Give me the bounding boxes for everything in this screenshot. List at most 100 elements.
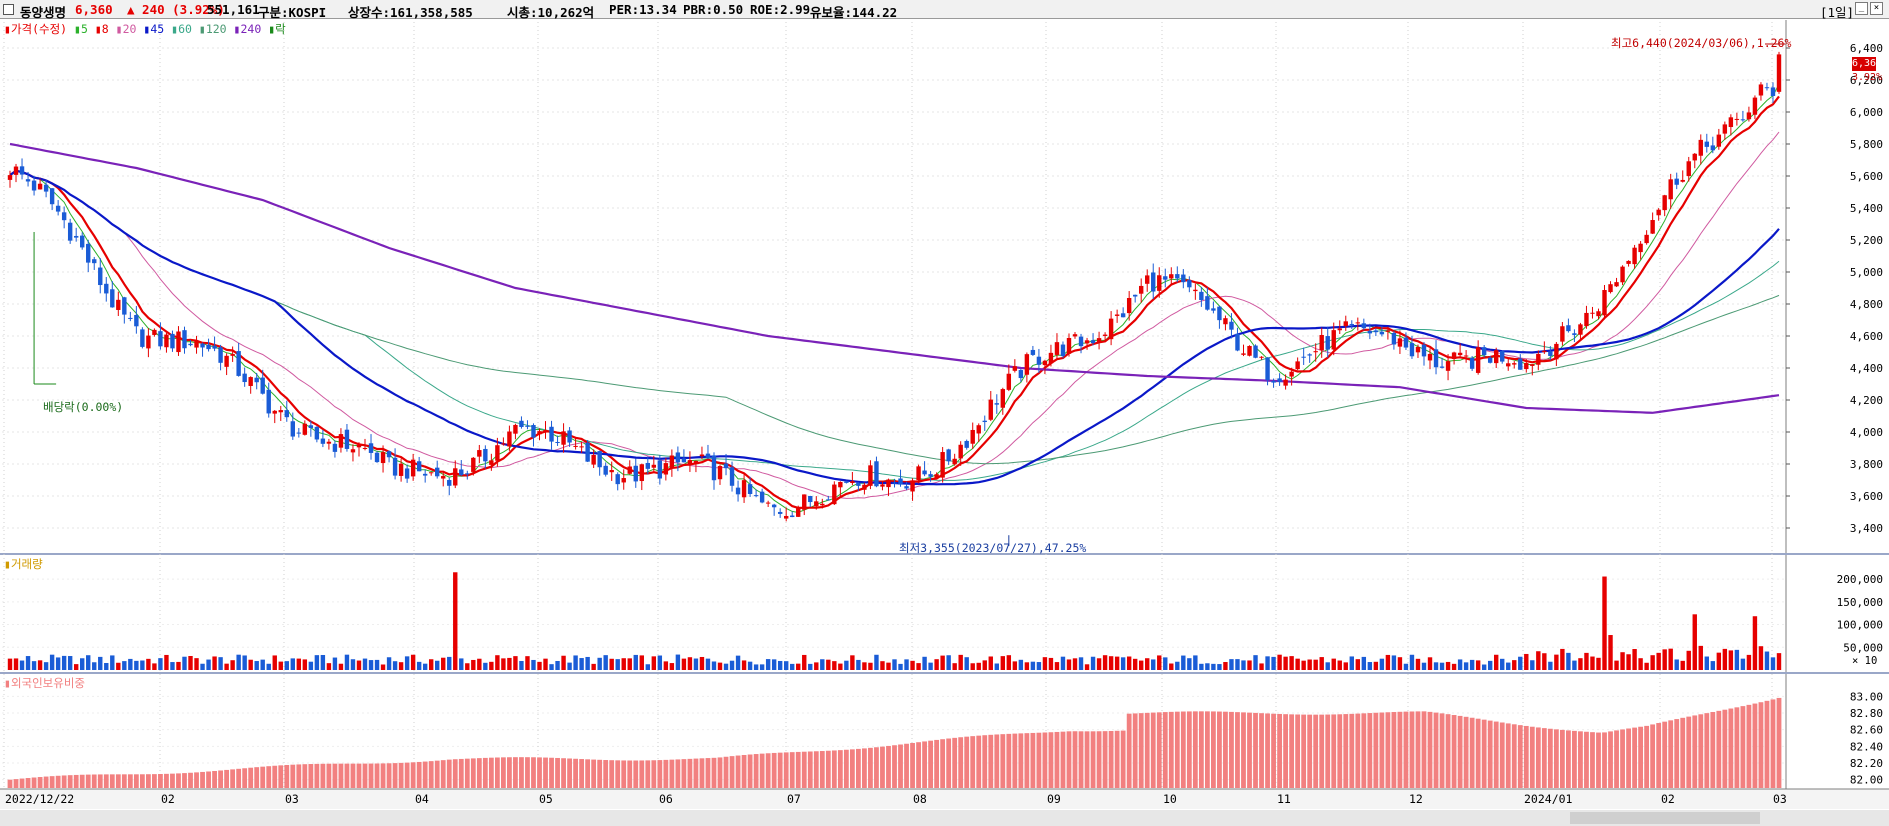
foreign-ownership-bar	[699, 758, 705, 788]
volume-bar	[1698, 645, 1703, 670]
foreign-ownership-bar	[1433, 712, 1439, 788]
foreign-ownership-bar	[1481, 719, 1487, 788]
price-tick-label: 6,400	[1850, 42, 1883, 55]
candle-body	[392, 457, 398, 476]
candle-body	[1512, 363, 1517, 365]
candle-body	[723, 463, 729, 469]
volume-bar	[1030, 661, 1036, 670]
volume-bar	[922, 656, 927, 670]
legend-dividend: ▮락	[268, 22, 286, 36]
foreign-ownership-bar	[513, 757, 518, 788]
volume-bar	[1457, 659, 1463, 670]
volume-bar	[73, 664, 79, 670]
foreign-ownership-bar	[1541, 728, 1547, 788]
candle-body	[37, 183, 43, 190]
candle-body	[597, 451, 602, 468]
candle-body	[796, 508, 801, 517]
foreign-ownership-bar	[1138, 713, 1144, 788]
foreign-ownership-bar	[1114, 730, 1120, 788]
current-pct-label: 3.92%	[1852, 72, 1883, 83]
candle-body	[1686, 161, 1691, 177]
candle-body	[1487, 357, 1493, 363]
volume-bar	[49, 654, 55, 670]
candle-body	[1596, 311, 1601, 317]
volume-bar	[603, 655, 608, 670]
close-icon[interactable]: ×	[1870, 2, 1883, 15]
price-tick-label: 6,200	[1850, 74, 1883, 87]
candle-body	[1277, 378, 1282, 382]
candle-body	[1247, 345, 1252, 356]
volume-bar	[7, 658, 13, 670]
foreign-ownership-bar	[1277, 713, 1282, 788]
volume-bar	[422, 663, 428, 670]
foreign-ownership-bar	[97, 774, 103, 788]
foreign-ownership-bar	[1608, 731, 1613, 788]
volume-bar	[669, 663, 675, 670]
volume-bar	[284, 661, 289, 670]
volume-bar	[1114, 656, 1120, 670]
price-tick-label: 3,800	[1850, 458, 1883, 471]
period-selector[interactable]: [1일]	[1820, 5, 1855, 20]
foreign-ownership-bar	[206, 771, 211, 788]
foreign-ownership-bar	[1511, 724, 1517, 788]
foreign-ownership-bar	[657, 760, 663, 788]
volume-bar	[717, 662, 723, 670]
candle-body	[1668, 179, 1673, 200]
candle-body	[862, 484, 867, 490]
candle-body	[940, 452, 945, 478]
volume-bar	[344, 654, 350, 670]
foreign-ownership-bar	[735, 755, 741, 788]
foreign-ownership-bar	[374, 763, 380, 788]
foreign-ownership-bar	[1517, 725, 1523, 788]
candle-body	[435, 467, 440, 477]
legend-price: 가격(수정)	[10, 22, 68, 36]
foreign-ownership-bar	[1144, 712, 1150, 788]
foreign-ownership-bar	[627, 760, 633, 788]
volume-bar	[31, 661, 37, 670]
candle-body	[1524, 363, 1529, 370]
volume-bar	[110, 655, 115, 670]
volume-bar	[392, 661, 398, 670]
foreign-ownership-bar	[254, 767, 260, 788]
volume-bar	[916, 663, 921, 670]
foreign-ownership-bar	[621, 760, 627, 788]
volume-bar	[200, 663, 205, 670]
volume-bar	[441, 657, 446, 670]
candle-body	[1728, 117, 1734, 128]
price-tick-label: 5,400	[1850, 202, 1883, 215]
foreign-ownership-bar	[1686, 716, 1692, 788]
volume-bar	[465, 663, 470, 670]
foreign-ownership-bar	[1367, 713, 1373, 788]
price-tick-label: 4,400	[1850, 362, 1883, 375]
foreign-ownership-bar	[1716, 710, 1722, 788]
volume-bar	[982, 660, 987, 670]
candle-body	[1500, 351, 1505, 362]
volume-bar	[1337, 660, 1342, 670]
candle-body	[1205, 296, 1210, 310]
volume-bar	[783, 661, 789, 670]
volume-bar	[356, 660, 362, 670]
foreign-ownership-bar	[308, 764, 314, 788]
foreign-ownership-bar	[741, 754, 747, 788]
volume-bar	[802, 654, 807, 670]
candle-body	[176, 331, 181, 353]
foreign-ownership-bar	[1373, 712, 1379, 788]
candle-body	[441, 476, 446, 479]
foreign-ownership-bar	[976, 735, 982, 788]
low-annotation: 최저3,355(2023/07/27),47.25%	[899, 541, 1087, 555]
foreign-ownership-bar	[1247, 712, 1252, 788]
foreign-ownership-bar	[1566, 730, 1571, 788]
candle-body	[886, 479, 891, 488]
candle-body	[254, 377, 259, 383]
minimize-icon[interactable]: _	[1855, 2, 1868, 15]
foreign-ownership-bar	[1132, 713, 1138, 788]
volume-bar	[1728, 650, 1734, 670]
stock-name[interactable]: 동양생명	[20, 5, 67, 20]
foreign-ownership-bar	[928, 740, 934, 788]
candle-body	[1475, 347, 1481, 373]
volume-bar	[1385, 654, 1391, 670]
volume-bar	[958, 654, 963, 670]
volume-bar	[176, 661, 181, 670]
window-checkbox-icon[interactable]	[3, 4, 14, 15]
